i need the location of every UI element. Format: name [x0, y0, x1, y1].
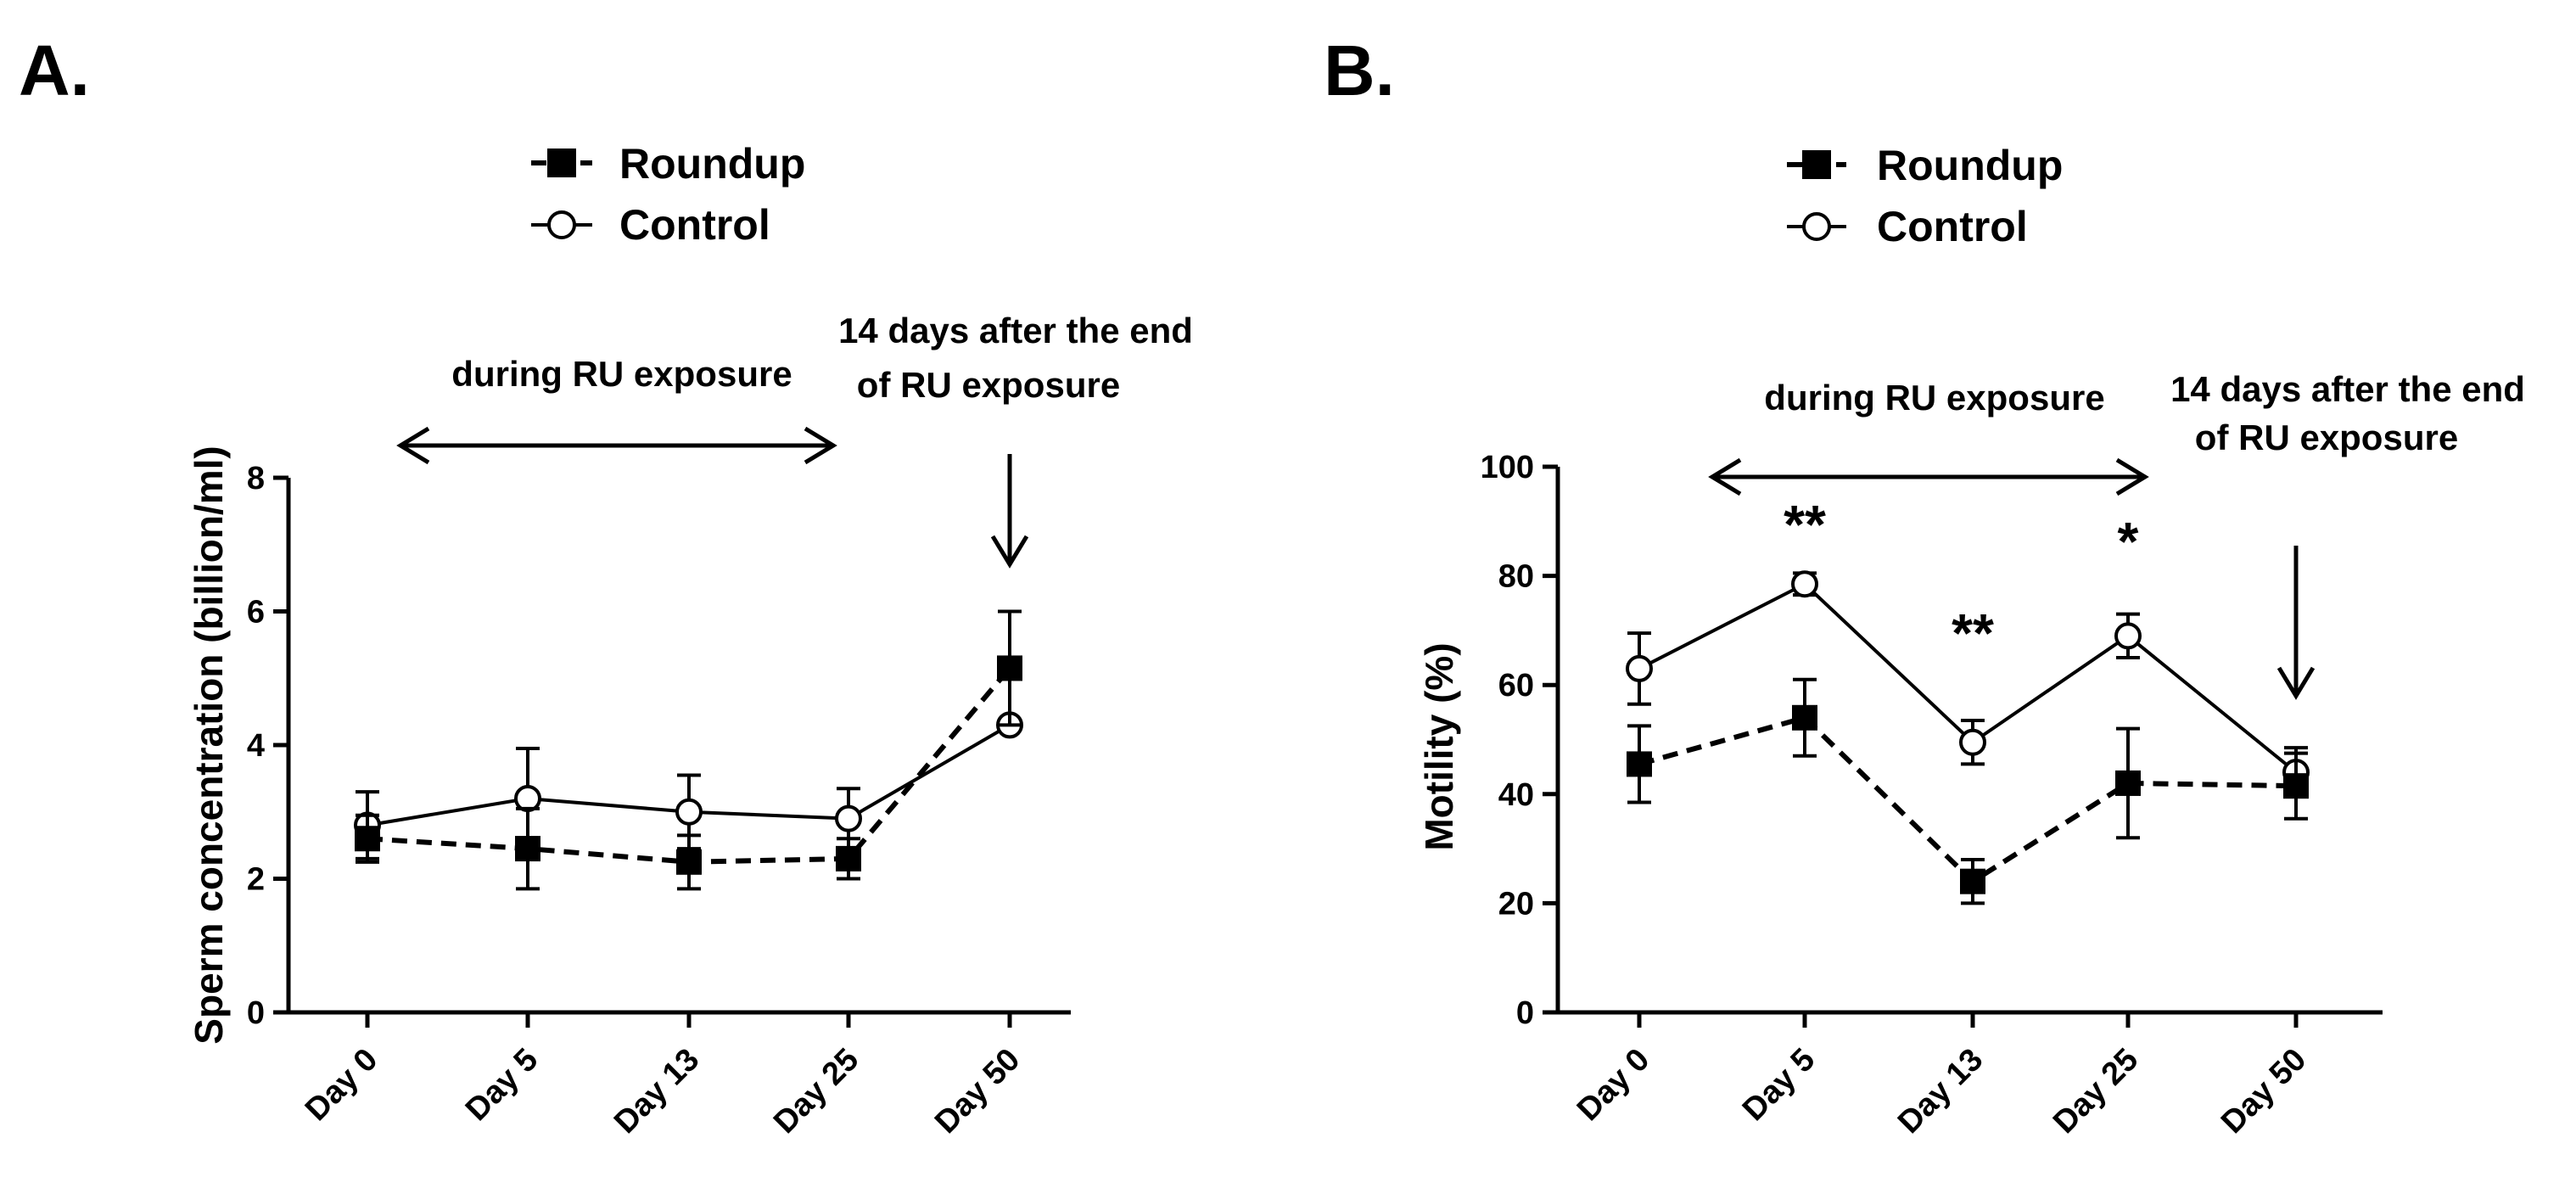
panel-b-roundup-point	[1792, 704, 1817, 731]
panel-b-legend: Roundup Control	[1787, 142, 2063, 250]
panel-b-x-tick-label: Day 50	[2215, 1042, 2313, 1141]
legend-roundup-label: Roundup	[619, 140, 805, 188]
panel-b-y-tick-label: 0	[1516, 995, 1534, 1031]
panel-a-control-point	[675, 798, 703, 826]
panel-b-y-tick-label: 20	[1498, 886, 1534, 922]
panel-a-roundup-point	[515, 836, 540, 862]
panel-b-after-label-line2: of RU exposure	[2195, 418, 2458, 457]
panel-b-y-axis-title: Motility (%)	[1417, 642, 1461, 850]
panel-b: B. Roundup Control during RU exposure 14…	[1324, 31, 2525, 1141]
panel-a-after-label-line1: 14 days after the end	[838, 311, 1193, 350]
panel-b-significance-mark: *	[2118, 511, 2139, 572]
panel-a-x-tick-label: Day 13	[608, 1042, 706, 1141]
panel-a-y-tick-label: 0	[247, 995, 265, 1031]
panel-b-y-ticks: 0 20 40 60 80 100	[1481, 450, 1558, 1031]
panel-a-roundup-point	[997, 655, 1022, 681]
panel-b-x-tick-label: Day 5	[1736, 1042, 1822, 1128]
panel-b-x-tick-label: Day 25	[2047, 1042, 2145, 1141]
panel-a-control-point	[514, 785, 541, 812]
panel-a-roundup-point	[676, 849, 702, 875]
panel-b-y-tick-label: 80	[1498, 559, 1534, 595]
legend-roundup-marker-icon	[547, 149, 576, 177]
panel-a-letter: A.	[19, 31, 90, 110]
panel-b-exposure-double-arrow	[1708, 457, 2149, 496]
panel-b-letter: B.	[1324, 31, 1395, 110]
panel-a-exposure-label: during RU exposure	[451, 354, 792, 394]
panel-b-y-tick-label: 60	[1498, 668, 1534, 703]
panel-b-y-tick-label: 40	[1498, 777, 1534, 813]
panel-a-plot-area	[354, 609, 1023, 891]
panel-b-control-point	[1791, 570, 1818, 598]
panel-a-x-tick-label: Day 0	[299, 1042, 384, 1128]
panel-b-x-tick-label: Day 0	[1571, 1042, 1656, 1128]
panel-b-exposure-label: during RU exposure	[1764, 378, 2104, 418]
panel-a-exposure-double-arrow	[396, 426, 837, 465]
panel-a-x-ticks: Day 0 Day 5 Day 13 Day 25 Day 50	[299, 1012, 1027, 1141]
legend-control-marker-icon	[547, 210, 576, 239]
panel-b-roundup-point	[2115, 770, 2141, 796]
panel-b-control-point	[1626, 654, 1653, 682]
panel-b-significance-mark: **	[1784, 494, 1826, 555]
panel-a-y-tick-label: 4	[247, 728, 265, 764]
panel-b-roundup-point	[1627, 751, 1652, 777]
legend-roundup-marker-icon	[1802, 150, 1831, 179]
panel-a-roundup-point	[355, 826, 380, 852]
legend-control-label: Control	[619, 201, 770, 249]
panel-b-plot-area	[1626, 570, 2310, 905]
panel-a-x-tick-label: Day 50	[928, 1042, 1027, 1141]
panel-a-after-label-line2: of RU exposure	[857, 365, 1120, 405]
panel-a-y-tick-label: 8	[247, 461, 265, 496]
panel-a-legend: Roundup Control	[531, 140, 805, 249]
panel-a-x-tick-label: Day 5	[459, 1042, 545, 1128]
panel-b-y-tick-label: 100	[1481, 450, 1534, 485]
legend-control-label: Control	[1877, 203, 2028, 250]
panel-a-y-axis-title: Sperm concentration (billion/ml)	[187, 446, 231, 1044]
panel-b-significance: *****	[1784, 494, 2138, 664]
panel-a-x-tick-label: Day 25	[767, 1042, 865, 1141]
panel-b-control-point	[1959, 728, 1986, 756]
panel-a-y-tick-label: 6	[247, 595, 265, 631]
panel-a: A. Roundup Control during RU exposure 14…	[19, 31, 1193, 1141]
panel-a-roundup-point	[836, 845, 861, 872]
panel-a-y-ticks: 0 2 4 6 8	[247, 461, 288, 1031]
panel-b-after-label-line1: 14 days after the end	[2170, 369, 2525, 409]
panel-a-control-point	[835, 804, 862, 832]
panel-b-roundup-point	[1960, 868, 1985, 894]
legend-roundup-label: Roundup	[1877, 142, 2063, 189]
panel-b-x-ticks: Day 0 Day 5 Day 13 Day 25 Day 50	[1571, 1012, 2313, 1141]
panel-a-y-tick-label: 2	[247, 862, 265, 898]
panel-b-significance-mark: **	[1952, 603, 1994, 664]
panel-b-control-point	[2114, 622, 2142, 650]
legend-control-marker-icon	[1802, 212, 1831, 241]
panel-b-x-tick-label: Day 13	[1891, 1042, 1990, 1141]
panel-a-down-arrow	[990, 454, 1029, 569]
panel-b-roundup-point	[2283, 773, 2309, 799]
panel-b-down-arrow	[2276, 546, 2316, 700]
